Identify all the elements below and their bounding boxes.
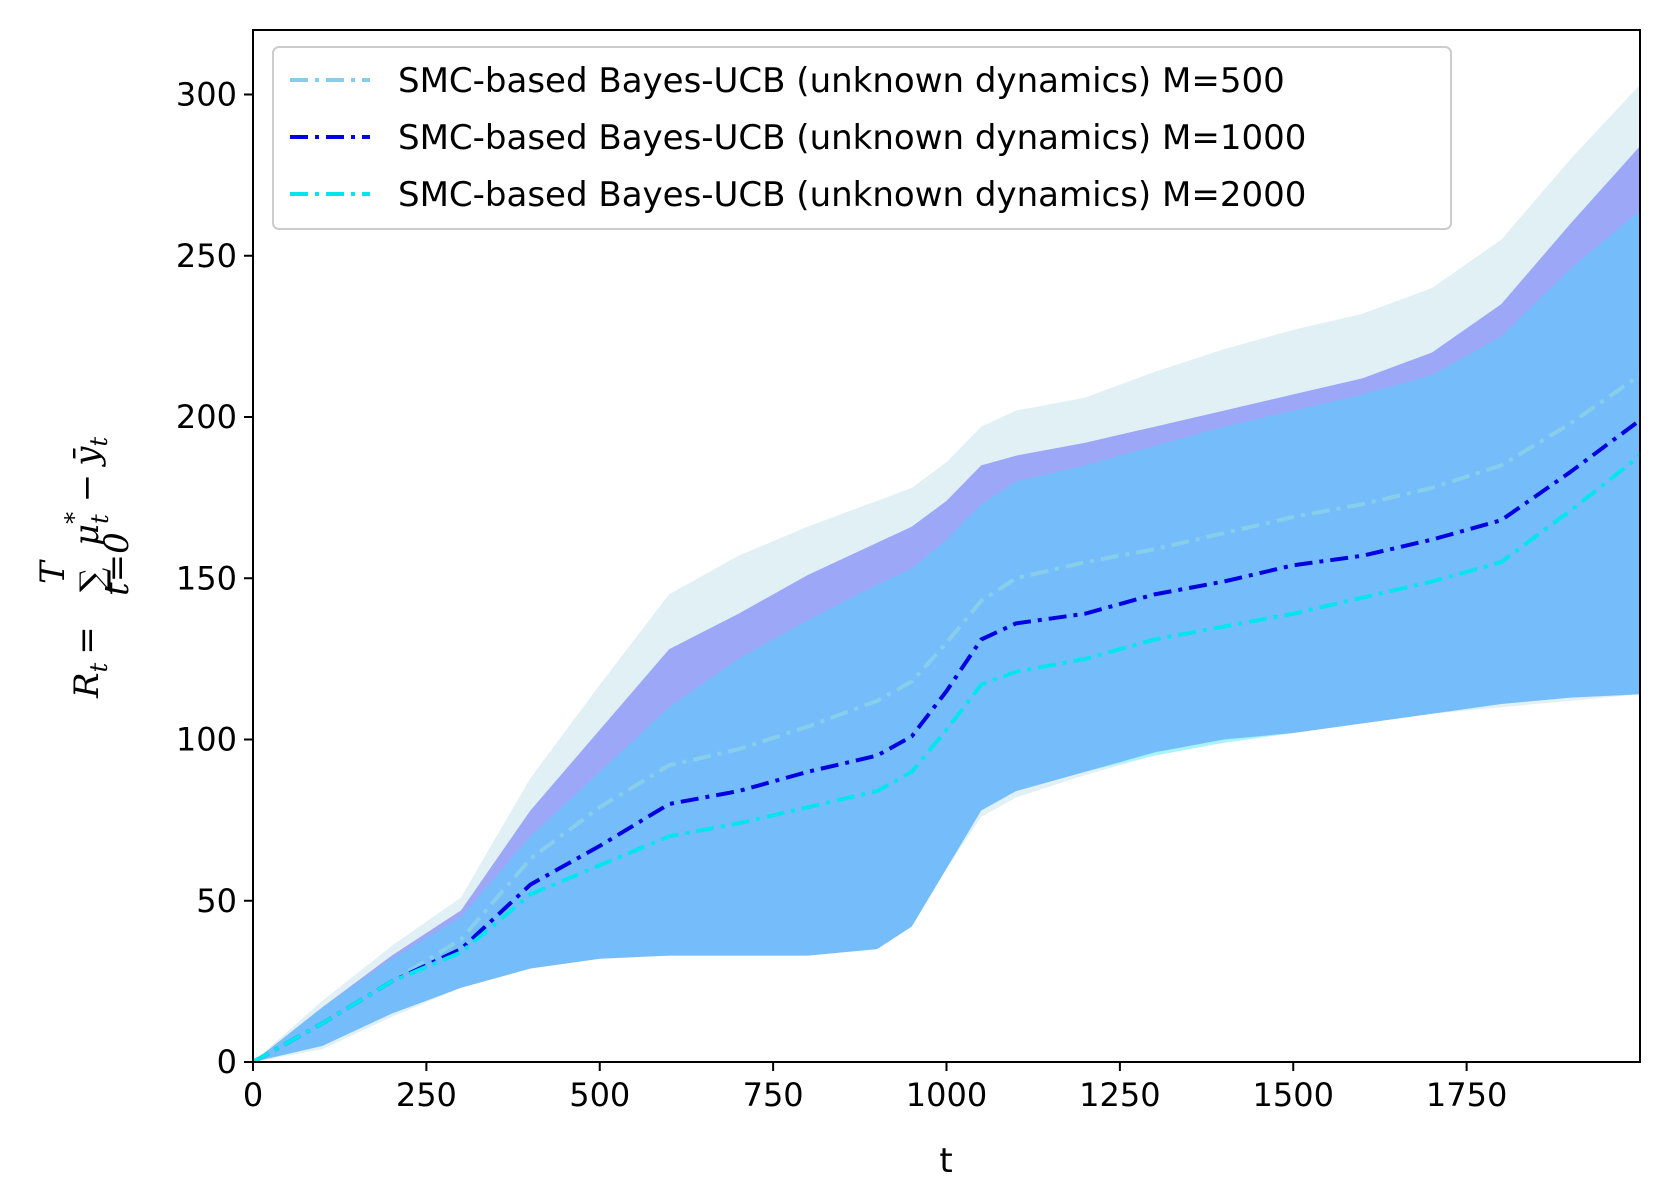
confidence-band-0 (253, 84, 1640, 1062)
ylabel-sum: ∑ (73, 568, 113, 592)
ylabel-lhs-sub: t (85, 662, 113, 672)
ylabel-sum-upper: T (33, 559, 73, 584)
legend-box (272, 46, 1452, 230)
y-tick-label: 150 (176, 559, 237, 597)
confidence-band-1 (253, 146, 1640, 1062)
ylabel-y-sub: t (85, 437, 113, 447)
confidence-bands (253, 84, 1640, 1062)
x-tick-label: 1250 (1079, 1076, 1160, 1114)
x-axis-ticks: 0 250 500 750 1000 1250 1500 1750 (243, 1062, 1507, 1114)
mean-line-0 (253, 373, 1640, 1062)
legend-entry-m500: SMC-based Bayes-UCB (unknown dynamics) M… (290, 61, 1285, 101)
x-tick-label: 750 (743, 1076, 804, 1114)
y-tick-label: 300 (176, 76, 237, 114)
y-tick-label: 250 (176, 237, 237, 275)
legend: SMC-based Bayes-UCB (unknown dynamics) M… (272, 46, 1452, 230)
y-axis-label: Rt= ∑ T t=0 μ*t−ȳt (33, 437, 137, 699)
mean-line-1 (253, 418, 1640, 1062)
y-tick-label: 50 (196, 882, 237, 920)
x-tick-label: 1000 (906, 1076, 987, 1114)
legend-label-m1000: SMC-based Bayes-UCB (unknown dynamics) M… (398, 118, 1306, 158)
ylabel-mu: μ (67, 524, 107, 546)
x-tick-label: 0 (243, 1076, 263, 1114)
ylabel-mu-sup: * (60, 512, 88, 524)
x-tick-label: 1750 (1426, 1076, 1507, 1114)
x-tick-label: 250 (396, 1076, 457, 1114)
x-tick-label: 1500 (1253, 1076, 1334, 1114)
y-tick-label: 100 (176, 721, 237, 759)
ylabel-mu-sub: t (86, 514, 114, 524)
ylabel-lhs: R (67, 672, 107, 699)
mean-line-2 (253, 454, 1640, 1062)
svg-text:Rt=: Rt = (67, 626, 113, 699)
legend-label-m500: SMC-based Bayes-UCB (unknown dynamics) M… (398, 61, 1285, 101)
ylabel-minus: − (67, 474, 107, 503)
legend-label-m2000: SMC-based Bayes-UCB (unknown dynamics) M… (398, 175, 1306, 215)
mean-lines (253, 373, 1640, 1062)
ylabel-sum-lower: t=0 (97, 532, 137, 596)
y-tick-label: 0 (217, 1043, 237, 1081)
ylabel-y: ȳ (67, 446, 107, 468)
ylabel-eq: = (67, 626, 107, 655)
legend-entry-m2000: SMC-based Bayes-UCB (unknown dynamics) M… (290, 175, 1306, 215)
x-axis-label: t (939, 1141, 952, 1181)
confidence-band-2 (253, 210, 1640, 1062)
y-axis-ticks: 0 50 100 150 200 250 300 (176, 76, 253, 1081)
legend-entry-m1000: SMC-based Bayes-UCB (unknown dynamics) M… (290, 118, 1306, 158)
x-tick-label: 500 (569, 1076, 630, 1114)
svg-text:μ*t−ȳt: μ*t−ȳt (60, 437, 114, 546)
y-tick-label: 200 (176, 398, 237, 436)
